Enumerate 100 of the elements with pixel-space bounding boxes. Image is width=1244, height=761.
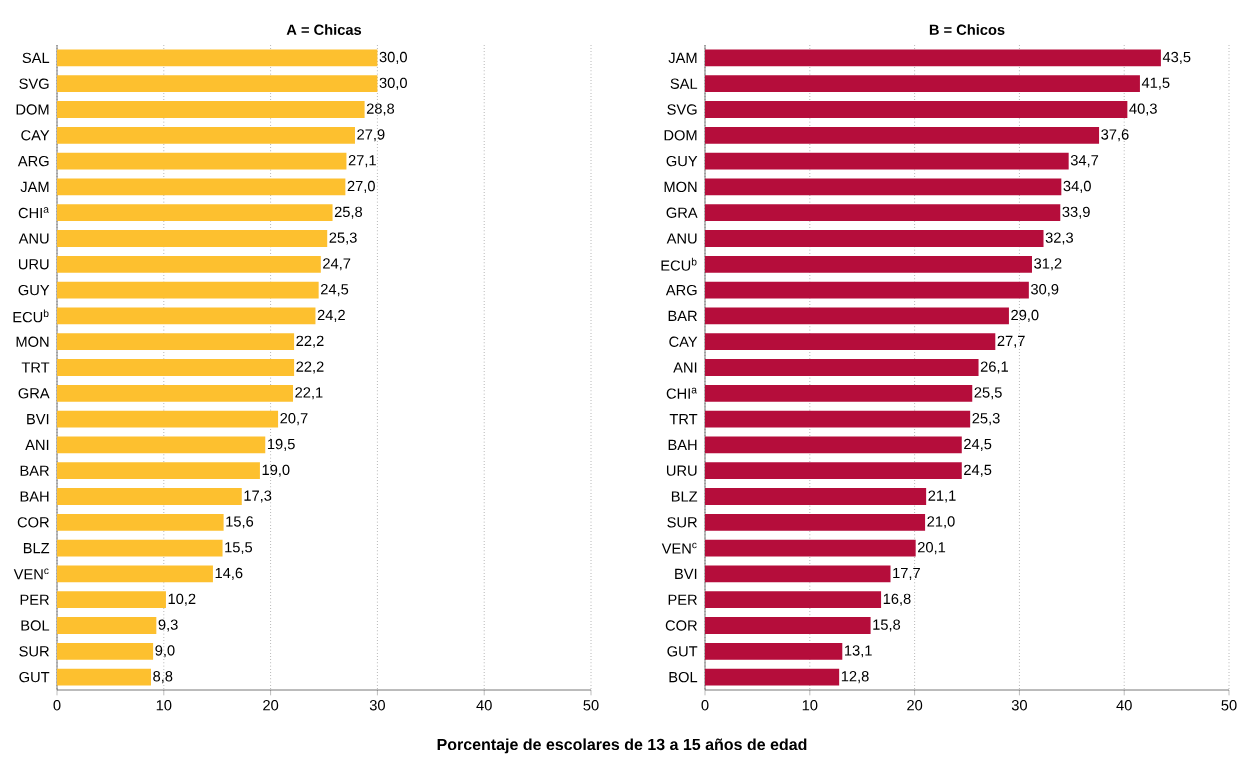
x-tick-label: 50 [583,700,599,711]
data-label: 21,1 [928,490,956,503]
bar [705,126,1100,144]
data-label: 25,3 [972,413,1000,426]
bar [705,230,1044,247]
bar [705,668,840,686]
y-tick-label: JAM [668,52,697,64]
bar [705,462,962,480]
y-tick-label: SUR [667,517,697,528]
data-label: 17,7 [893,567,920,580]
data-label: 19,0 [262,464,290,477]
y-tick-label: GUT [19,671,50,683]
y-tick-label: TRT [21,362,50,373]
bar [57,384,294,402]
bar [705,333,996,351]
y-tick-label: COR [17,517,49,528]
data-label: 30,0 [379,77,407,90]
y-tick-label: ARG [17,155,49,167]
data-label: 41,5 [1141,77,1170,90]
data-label: 25,5 [974,387,1002,400]
data-label: 25,3 [329,232,357,245]
y-tick-label: ANI [25,439,49,450]
y-tick-label: SAL [22,52,50,64]
bar [57,436,266,454]
data-label: 10,2 [168,593,196,606]
y-tick-label: CHI$^{a}$ [666,387,697,399]
bar [705,178,1062,196]
y-tick-label: BLZ [671,491,698,502]
data-label: 15,5 [225,542,253,555]
bar [705,617,871,634]
y-tick-label: VEN$^{c}$ [13,568,49,580]
bar [705,101,1128,118]
y-tick-label: CHI$^{a}$ [18,207,49,219]
data-label: 9,3 [158,619,178,632]
data-label: 20,1 [917,542,946,555]
text: Porcentaje de escolares de 13 a 15 años de edad [437,738,807,754]
data-label: 34,7 [1070,155,1099,168]
x-tick-label: 10 [802,700,818,711]
y-tick-label: PER [668,594,697,605]
bar [57,642,154,660]
y-tick-label: BVI [675,568,697,579]
bar [57,281,319,299]
data-label: 27,0 [347,180,375,193]
x-tick-label: 50 [1221,700,1237,711]
y-tick-label: ARG [665,284,697,296]
bar [57,101,365,118]
data-label: 24,7 [323,258,351,271]
x-tick-label: 30 [369,700,385,711]
y-tick-label: ANU [18,233,49,244]
y-tick-label: VEN$^{c}$ [661,542,697,554]
y-tick-label: BAR [20,465,49,476]
bar [705,75,1140,93]
bar [57,565,213,583]
data-label: 17,3 [244,490,272,503]
x-tick-label: 10 [156,700,172,711]
data-label: 14,6 [215,567,243,580]
data-label: 22,2 [296,361,324,374]
data-label: 30,0 [379,51,407,64]
bar [705,152,1069,170]
y-tick-label: MON [16,336,49,347]
chart-title: B = Chicos [929,24,1005,35]
data-label: 24,5 [964,464,992,477]
data-label: 32,3 [1045,232,1074,245]
data-label: 21,0 [927,516,955,529]
data-label: 43,5 [1162,51,1191,64]
y-tick-label: BVI [27,414,49,425]
x-tick-label: 0 [701,700,709,711]
data-label: 15,8 [873,619,901,632]
bar [705,565,891,583]
bar [57,668,151,686]
bar [705,204,1061,222]
y-tick-label: BLZ [23,543,50,554]
y-tick-label: BAR [668,310,697,321]
bar [705,410,971,428]
data-label: 29,0 [1011,309,1039,322]
data-label: 27,9 [357,129,385,142]
data-label: 25,8 [334,206,363,219]
bar [57,75,378,93]
data-label: 24,2 [317,309,345,322]
bar [57,230,328,247]
bar [57,359,295,376]
data-label: 9,0 [155,645,175,658]
bar [57,410,279,428]
bar [57,204,333,222]
bar [57,591,166,609]
y-tick-label: JAM [20,181,49,193]
bar [57,255,321,273]
data-label: 16,8 [883,593,911,606]
x-tick-label: 30 [1011,700,1027,711]
data-label: 22,2 [296,335,324,348]
data-label: 19,5 [267,438,295,451]
y-tick-label: TRT [669,414,698,425]
y-tick-label: SVG [19,78,49,89]
bar [705,642,843,660]
data-label: 33,9 [1062,206,1090,219]
data-label: 24,5 [964,438,992,451]
y-tick-label: GRA [666,207,698,218]
y-tick-label: GUT [667,646,698,657]
chart-title: A = Chicas [286,24,362,35]
x-tick-label: 40 [476,700,492,711]
